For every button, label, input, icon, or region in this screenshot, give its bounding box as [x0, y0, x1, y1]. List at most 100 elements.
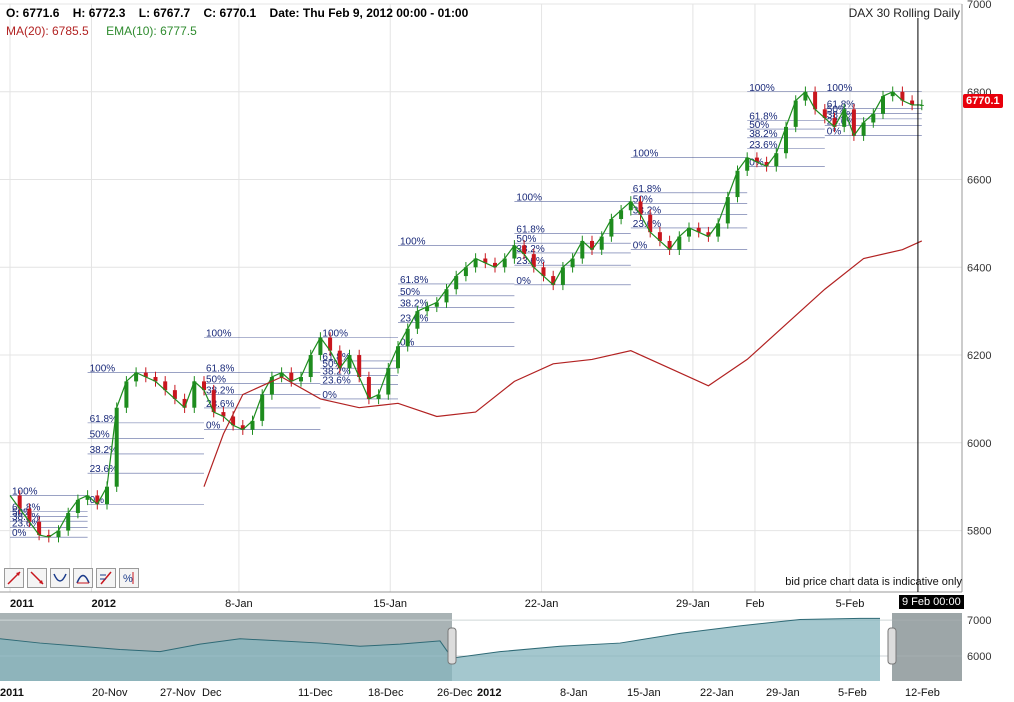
arc-tool[interactable] — [73, 568, 93, 588]
candle-body — [900, 91, 905, 101]
candle-body — [657, 232, 662, 241]
candle-body — [463, 267, 468, 277]
candle-body — [890, 91, 895, 97]
candle-body — [231, 416, 236, 426]
x-tick-label: 2012 — [91, 598, 115, 610]
candle-body — [425, 306, 430, 312]
candle-body — [250, 420, 255, 430]
navigator-x-label: Dec — [202, 687, 222, 699]
x-tick-label: 5-Feb — [836, 598, 865, 610]
x-tick-label: 15-Jan — [373, 598, 407, 610]
fib-level-label: 61.8% — [12, 502, 40, 513]
fib-level-label: 50% — [827, 105, 847, 116]
candle-body — [541, 267, 546, 277]
candle-body — [95, 495, 100, 505]
fib-level-label: 100% — [827, 83, 853, 94]
fib-level-label: 50% — [206, 375, 226, 386]
open-value: O: 6771.6 — [6, 6, 60, 20]
candle-body — [483, 258, 488, 263]
x-tick-label: 29-Jan — [676, 598, 710, 610]
candle-body — [405, 328, 410, 347]
low-value: L: 6767.7 — [138, 6, 191, 20]
x-tick-label: 2011 — [10, 598, 34, 610]
candle-body — [396, 346, 400, 369]
candle-body — [444, 289, 449, 303]
trend-up-tool[interactable] — [4, 568, 24, 588]
candle-body — [822, 109, 827, 119]
svg-text:%: % — [123, 573, 133, 585]
navigator-x-label: 12-Feb — [905, 687, 940, 699]
fib-level-label: 38.2% — [400, 299, 428, 310]
navigator-x-label: 2011 — [0, 687, 24, 699]
candle-body — [754, 157, 759, 162]
candle-body — [512, 245, 517, 259]
candle-body — [628, 201, 633, 211]
candle-body — [832, 118, 837, 127]
trend-down-tool-icon — [30, 571, 44, 585]
fib-level-label: 100% — [400, 236, 426, 247]
arc-tool-icon — [76, 574, 90, 584]
disclaimer-text: bid price chart data is indicative only — [785, 576, 962, 588]
candle-body — [56, 530, 61, 538]
y-tick-label: 7000 — [967, 0, 991, 11]
candle-body — [784, 126, 788, 154]
candle-body — [328, 337, 333, 351]
candle-body — [851, 109, 856, 136]
candle-body — [202, 381, 206, 391]
navigator[interactable]: 7000 6000 2011 20-Nov 27-Nov Dec 11-Dec 18-Dec 2… — [0, 613, 991, 699]
fib-level-label: 50% — [749, 120, 769, 131]
last-price-badge: 6770.1 — [963, 94, 1003, 108]
percent-tool-icon: % — [123, 572, 134, 585]
navigator-x-label: 11-Dec — [298, 687, 333, 699]
candle-body — [434, 302, 439, 307]
fibonacci-tool[interactable] — [96, 568, 116, 588]
navigator-x-label: 29-Jan — [766, 687, 800, 699]
navigator-handle[interactable] — [447, 627, 457, 665]
candle-body — [143, 372, 148, 377]
candle-body — [725, 197, 730, 224]
candle-body — [415, 311, 420, 329]
navigator-x-label: 26-Dec — [437, 687, 473, 699]
fib-level-label: 61.8% — [516, 224, 544, 235]
candle-body — [560, 267, 565, 285]
percent-tool[interactable]: % — [119, 568, 139, 588]
navigator-line — [0, 617, 880, 659]
navigator-x-label: 27-Nov — [160, 687, 196, 699]
candle-body — [347, 355, 352, 369]
candle-body — [493, 262, 497, 268]
curve-tool[interactable] — [50, 568, 70, 588]
candle-body — [337, 350, 342, 369]
fib-level-label: 50% — [633, 195, 653, 206]
x-tick-label: 22-Jan — [525, 598, 559, 610]
date-value: Date: Thu Feb 9, 2012 00:00 - 01:00 — [269, 6, 469, 20]
navigator-x-label: 20-Nov — [92, 687, 128, 699]
candle-body — [813, 91, 818, 110]
candle-body — [696, 227, 701, 233]
candle-body — [522, 245, 527, 255]
fib-level-label: 38.2% — [90, 445, 118, 456]
fib-level-label: 50% — [322, 359, 342, 370]
candle-body — [85, 495, 90, 500]
fib-level-label: 50% — [516, 234, 536, 245]
navigator-handle[interactable] — [887, 627, 897, 665]
navigator-x-label: 18-Dec — [368, 687, 404, 699]
y-tick-label: 6200 — [967, 350, 991, 362]
fib-level-label: 38.2% — [749, 129, 777, 140]
candle-body — [221, 412, 226, 417]
fib-level-label: 61.8% — [90, 414, 118, 425]
candle-body — [299, 376, 303, 382]
candle-body — [910, 100, 915, 105]
candle-body — [687, 227, 691, 237]
fib-level-label: 23.6% — [90, 464, 118, 475]
trend-down-tool[interactable] — [27, 568, 47, 588]
candle-body — [27, 508, 32, 522]
candle-body — [619, 210, 624, 220]
navigator-y-label: 7000 — [967, 615, 991, 627]
ma-legend: MA(20): 6785.5 — [6, 24, 89, 38]
candle-body — [279, 372, 284, 377]
candle-body — [308, 355, 313, 377]
candle-body — [454, 276, 459, 290]
candle-body — [192, 381, 197, 408]
candle-body — [861, 122, 866, 136]
